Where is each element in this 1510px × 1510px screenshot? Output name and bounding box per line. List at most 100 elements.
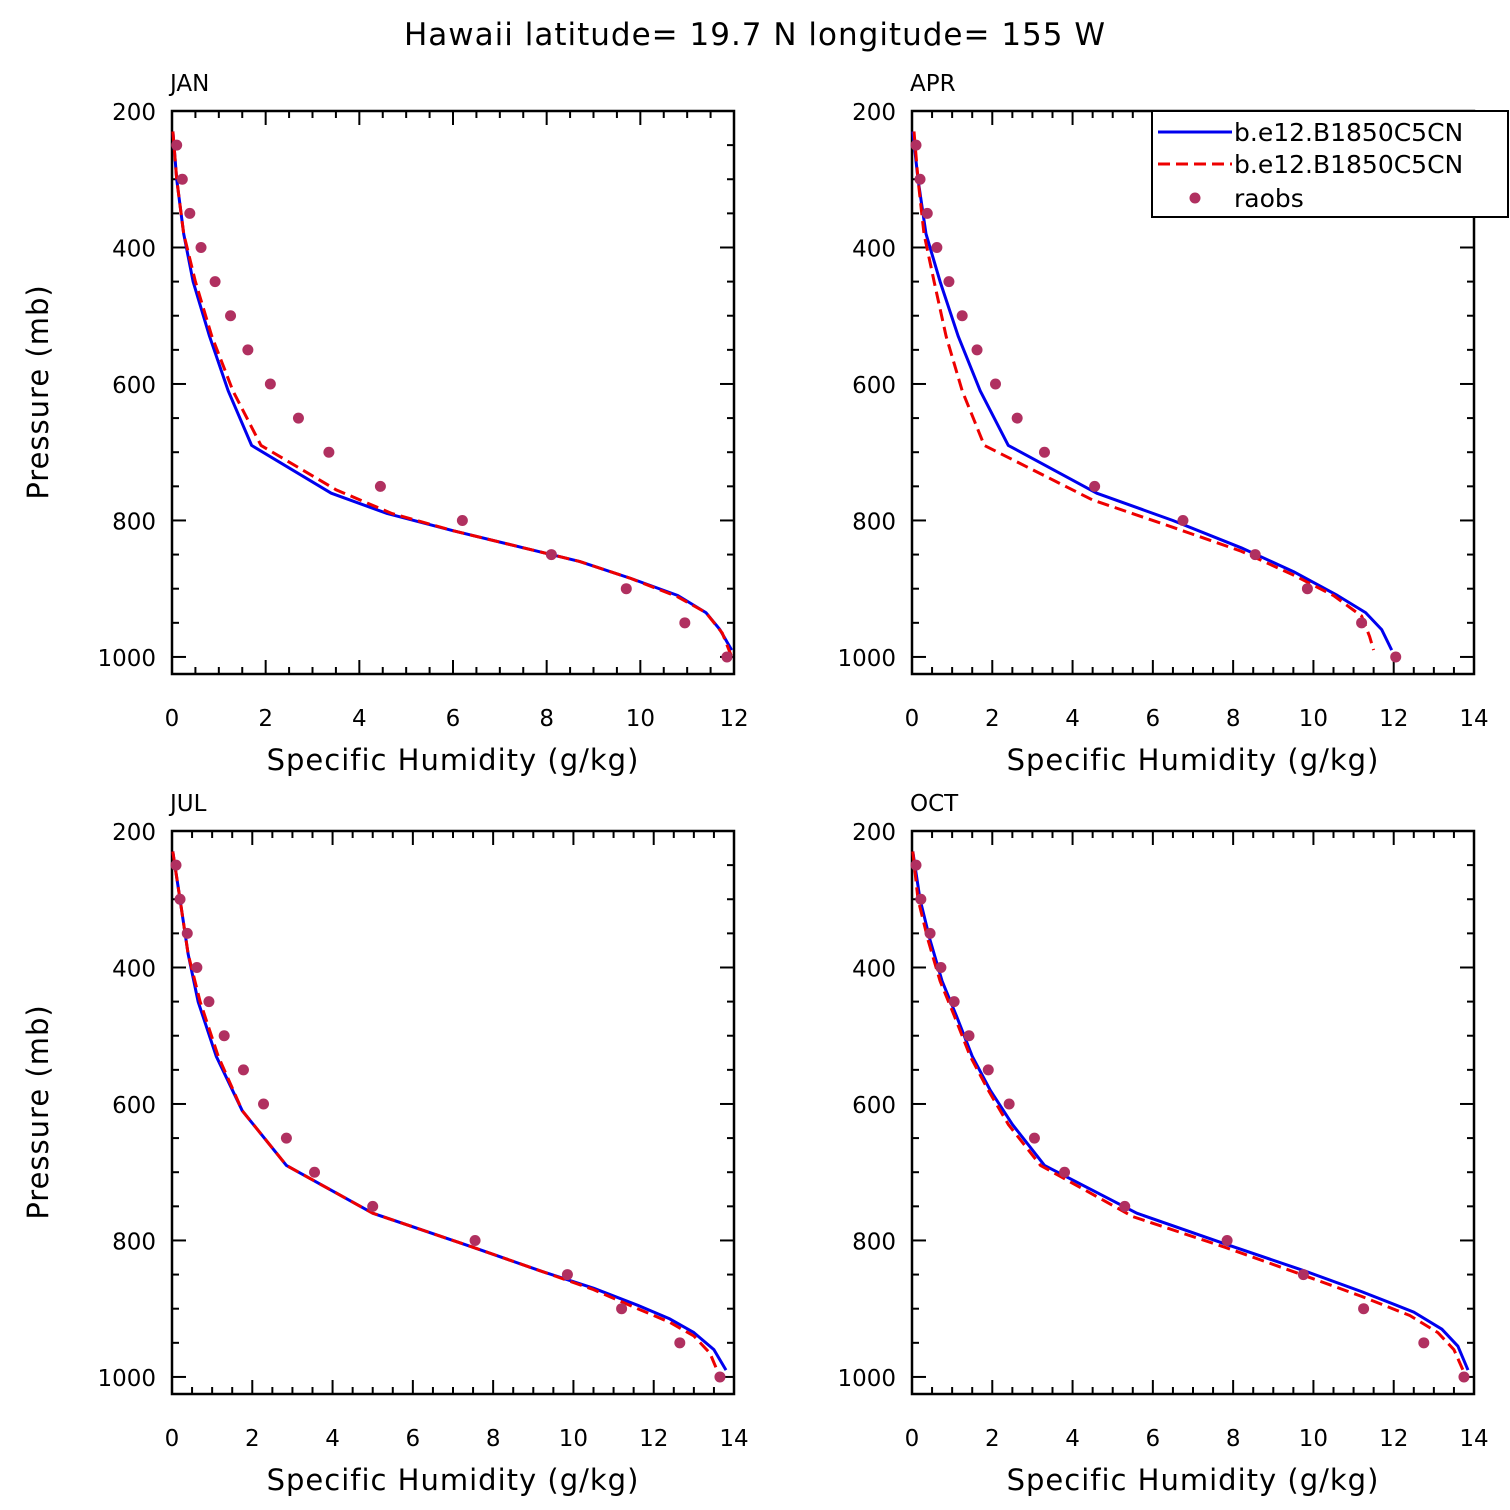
raobs-point xyxy=(915,893,927,905)
raobs-point xyxy=(209,276,221,288)
panel-label: JAN xyxy=(168,71,209,97)
raobs-point xyxy=(323,446,335,458)
x-tick-label: 0 xyxy=(905,706,920,732)
y-tick-label: 400 xyxy=(852,236,896,262)
raobs-point xyxy=(1249,549,1261,561)
y-tick-label: 200 xyxy=(852,100,896,126)
raobs-point xyxy=(1028,1132,1040,1144)
model-line-dashed xyxy=(171,851,722,1378)
y-tick-label: 600 xyxy=(112,1093,156,1119)
raobs-point xyxy=(679,617,691,629)
model-line-solid xyxy=(911,851,1470,1371)
y-axis-title: Pressure (mb) xyxy=(21,284,55,499)
raobs-point xyxy=(280,1132,292,1144)
x-axis-title: Specific Humidity (g/kg) xyxy=(1007,743,1380,777)
raobs-point xyxy=(456,514,468,526)
x-tick-label: 6 xyxy=(1146,706,1161,732)
y-tick-label: 1000 xyxy=(837,646,896,672)
x-tick-label: 4 xyxy=(1065,706,1080,732)
x-tick-label: 10 xyxy=(1299,706,1328,732)
raobs-point xyxy=(195,241,207,253)
y-tick-label: 800 xyxy=(112,1229,156,1255)
y-tick-label: 600 xyxy=(852,1093,896,1119)
x-tick-label: 2 xyxy=(245,1426,260,1452)
x-tick-label: 2 xyxy=(985,1426,1000,1452)
y-tick-label: 200 xyxy=(112,820,156,846)
legend-label-raobs: raobs xyxy=(1234,184,1304,213)
raobs-point xyxy=(989,378,1001,390)
raobs-point xyxy=(963,1030,975,1042)
panel-jan: JAN Specific Humidity (g/kg) Pressure (m… xyxy=(21,71,749,777)
x-tick-label: 6 xyxy=(406,1426,421,1452)
raobs-point xyxy=(931,241,943,253)
panel-oct: OCT Specific Humidity (g/kg) 0 2 4 6 8 10 12 14… xyxy=(837,791,1488,1497)
raobs-point xyxy=(956,310,968,322)
raobs-point xyxy=(469,1234,481,1246)
x-tick-label: 12 xyxy=(639,1426,668,1452)
raobs-point xyxy=(971,344,983,356)
panel-apr: APR Specific Humidity (g/kg) 0 2 4 6 8 10 12 14… xyxy=(837,71,1488,777)
x-tick-label: 0 xyxy=(165,1426,180,1452)
raobs-point xyxy=(237,1064,249,1076)
x-tick-label: 10 xyxy=(626,706,655,732)
raobs-point xyxy=(943,276,955,288)
x-tick-label: 12 xyxy=(1379,706,1408,732)
y-tick-label: 600 xyxy=(112,373,156,399)
raobs-point xyxy=(203,996,215,1008)
model-line-dashed xyxy=(171,131,734,658)
x-tick-label: 0 xyxy=(165,706,180,732)
x-tick-label: 10 xyxy=(1299,1426,1328,1452)
raobs-point xyxy=(1390,651,1402,663)
raobs-point xyxy=(914,173,926,185)
raobs-point xyxy=(714,1371,726,1383)
raobs-point xyxy=(292,412,304,424)
legend-label-model2: b.e12.B1850C5CN xyxy=(1234,150,1463,179)
panel-label: JUL xyxy=(168,791,207,817)
y-tick-label: 600 xyxy=(852,373,896,399)
raobs-point xyxy=(374,480,386,492)
y-tick-label: 800 xyxy=(852,1229,896,1255)
x-tick-label: 8 xyxy=(1226,1426,1241,1452)
raobs-point xyxy=(1221,1234,1233,1246)
x-tick-label: 14 xyxy=(719,1426,748,1452)
raobs-point xyxy=(1038,446,1050,458)
x-axis-title: Specific Humidity (g/kg) xyxy=(267,743,640,777)
y-tick-label: 400 xyxy=(112,236,156,262)
x-tick-label: 2 xyxy=(985,706,1000,732)
x-tick-label: 6 xyxy=(1146,1426,1161,1452)
raobs-point xyxy=(174,893,186,905)
raobs-point xyxy=(1356,617,1368,629)
raobs-point xyxy=(264,378,276,390)
panel-label: APR xyxy=(910,71,956,97)
raobs-point xyxy=(170,859,182,871)
raobs-point xyxy=(309,1166,321,1178)
raobs-point xyxy=(1177,514,1189,526)
model-line-solid xyxy=(171,131,734,651)
x-axis-title: Specific Humidity (g/kg) xyxy=(267,1463,640,1497)
y-tick-label: 200 xyxy=(852,820,896,846)
y-tick-label: 400 xyxy=(852,956,896,982)
raobs-point xyxy=(948,996,960,1008)
model-line-solid xyxy=(911,131,1394,651)
raobs-point xyxy=(1458,1371,1470,1383)
raobs-point xyxy=(545,549,557,561)
raobs-point xyxy=(982,1064,994,1076)
plot-frame xyxy=(910,829,1476,1396)
raobs-point xyxy=(921,207,933,219)
panel-jul: JUL Specific Humidity (g/kg) Pressure (m… xyxy=(21,791,749,1497)
raobs-point xyxy=(171,139,183,151)
raobs-point xyxy=(561,1269,573,1281)
raobs-point xyxy=(225,310,237,322)
figure-title: Hawaii latitude= 19.7 N longitude= 155 W xyxy=(404,17,1106,53)
y-tick-label: 800 xyxy=(852,509,896,535)
raobs-point xyxy=(1297,1269,1309,1281)
raobs-point xyxy=(1358,1303,1370,1315)
plot-frame xyxy=(170,109,736,676)
y-tick-label: 1000 xyxy=(97,646,156,672)
raobs-point xyxy=(191,961,203,973)
model-line-dashed xyxy=(912,131,1376,651)
raobs-point xyxy=(258,1098,270,1110)
raobs-point xyxy=(1119,1200,1131,1212)
raobs-point xyxy=(181,927,193,939)
